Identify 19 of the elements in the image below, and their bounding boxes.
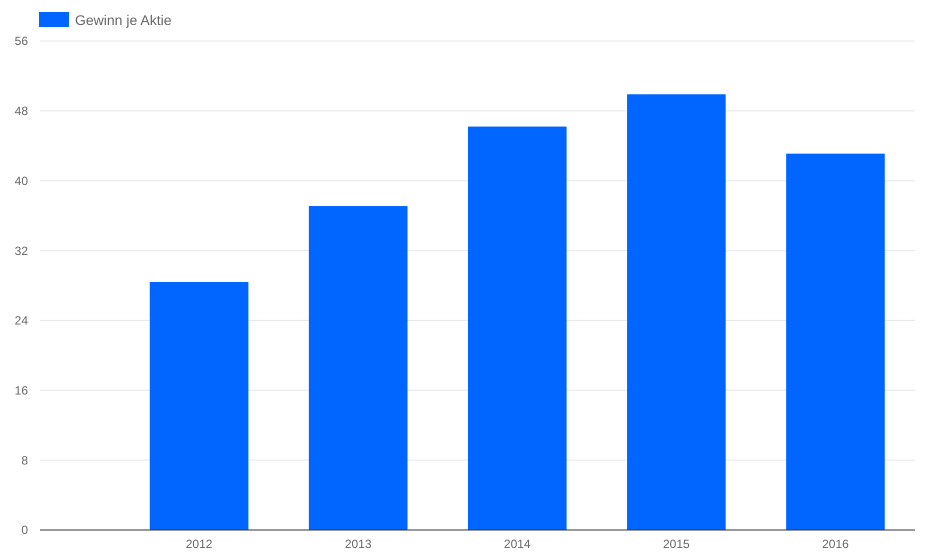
x-tick-label: 2016 [822, 537, 850, 551]
y-tick-label: 8 [21, 453, 28, 468]
bar [308, 206, 408, 530]
bar [627, 94, 726, 530]
bar [468, 126, 567, 530]
y-tick-label: 40 [14, 174, 28, 188]
x-tick-label: 2012 [186, 537, 213, 551]
y-tick-label: 0 [21, 523, 28, 538]
y-tick-label: 16 [14, 383, 28, 398]
bar [150, 282, 248, 530]
y-tick-label: 48 [14, 104, 28, 118]
legend-label: Gewinn je Aktie [75, 12, 172, 28]
y-tick-label: 56 [14, 34, 28, 48]
x-tick-label: 2013 [344, 537, 372, 551]
y-tick-label: 32 [14, 244, 28, 258]
bar [786, 154, 885, 530]
x-tick-label: 2015 [663, 537, 690, 551]
x-tick-label: 2014 [504, 537, 531, 551]
y-tick-label: 24 [14, 314, 28, 328]
